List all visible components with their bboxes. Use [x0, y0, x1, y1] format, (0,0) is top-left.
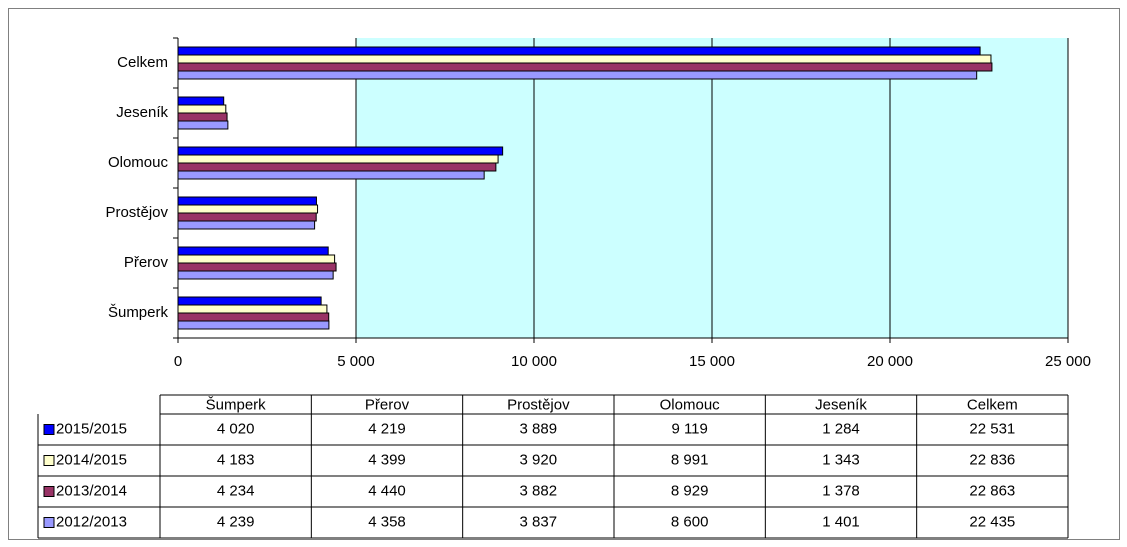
- table-header: Jeseník: [815, 396, 867, 413]
- x-tick-label: 25 000: [1045, 353, 1091, 370]
- x-tick-label: 0: [174, 353, 182, 370]
- bar: [177, 146, 504, 156]
- y-tick-label: Jeseník: [116, 104, 168, 121]
- bar: [177, 262, 337, 272]
- bar: [177, 320, 330, 330]
- bar: [177, 296, 322, 306]
- table-cell: 1 401: [822, 513, 860, 530]
- x-tick-label: 15 000: [689, 353, 735, 370]
- y-tick-label: Přerov: [124, 254, 169, 271]
- bar: [177, 54, 992, 64]
- bar: [177, 162, 497, 172]
- table-cell: 4 219: [368, 420, 406, 437]
- bar: [177, 212, 317, 222]
- table-cell: 3 889: [520, 420, 558, 437]
- table-cell: 8 600: [671, 513, 709, 530]
- y-tick-label: Prostějov: [105, 204, 168, 221]
- bar: [177, 304, 328, 314]
- bar: [177, 312, 330, 322]
- bar: [177, 204, 319, 214]
- legend-swatch: [43, 486, 55, 497]
- bar: [177, 196, 317, 206]
- bar: [177, 70, 978, 80]
- legend-swatch: [43, 517, 55, 528]
- table-cell: 4 234: [217, 482, 255, 499]
- bar: [177, 120, 229, 130]
- table-cell: 1 284: [822, 420, 860, 437]
- table-cell: 4 183: [217, 451, 255, 468]
- legend-swatch: [43, 424, 55, 435]
- bar: [177, 220, 316, 230]
- table-cell: 22 435: [969, 513, 1015, 530]
- bar: [177, 170, 485, 180]
- table-cell: 3 837: [520, 513, 558, 530]
- table-header: Olomouc: [660, 396, 721, 413]
- table-cell: 3 920: [520, 451, 558, 468]
- table-cell: 4 440: [368, 482, 406, 499]
- table-header: Celkem: [967, 396, 1018, 413]
- bar: [177, 254, 336, 264]
- table-cell: 4 020: [217, 420, 255, 437]
- table-header: Přerov: [365, 396, 410, 413]
- y-tick-label: Olomouc: [108, 154, 169, 171]
- table-cell: 8 929: [671, 482, 709, 499]
- x-tick-label: 5 000: [337, 353, 375, 370]
- table-cell: 9 119: [671, 420, 707, 437]
- plot-area-white: [178, 38, 356, 338]
- legend-swatch: [43, 455, 55, 466]
- x-tick-label: 20 000: [867, 353, 913, 370]
- table-cell: 4 358: [368, 513, 406, 530]
- table-cell: 22 836: [969, 451, 1015, 468]
- table-cell: 22 531: [969, 420, 1015, 437]
- table-header: Prostějov: [507, 396, 570, 413]
- y-tick-label: Celkem: [117, 54, 168, 71]
- table-cell: 3 882: [520, 482, 558, 499]
- bar: [177, 246, 329, 256]
- table-cell: 4 399: [368, 451, 406, 468]
- bar: [177, 154, 499, 164]
- legend-label: 2014/2015: [56, 451, 127, 468]
- bar: [177, 46, 981, 56]
- table-cell: 4 239: [217, 513, 255, 530]
- legend-label: 2012/2013: [56, 513, 127, 530]
- bar: [177, 104, 227, 114]
- bar: [177, 270, 334, 280]
- x-tick-label: 10 000: [511, 353, 557, 370]
- legend-label: 2015/2015: [56, 420, 127, 437]
- bar: [177, 96, 225, 106]
- legend-label: 2013/2014: [56, 482, 127, 499]
- table-cell: 22 863: [969, 482, 1015, 499]
- table-cell: 1 378: [822, 482, 860, 499]
- table-cell: 1 343: [822, 451, 860, 468]
- y-tick-label: Šumperk: [108, 304, 169, 321]
- bar: [177, 62, 993, 72]
- bar: [177, 112, 228, 122]
- table-header: Šumperk: [206, 396, 267, 413]
- table-cell: 8 991: [671, 451, 709, 468]
